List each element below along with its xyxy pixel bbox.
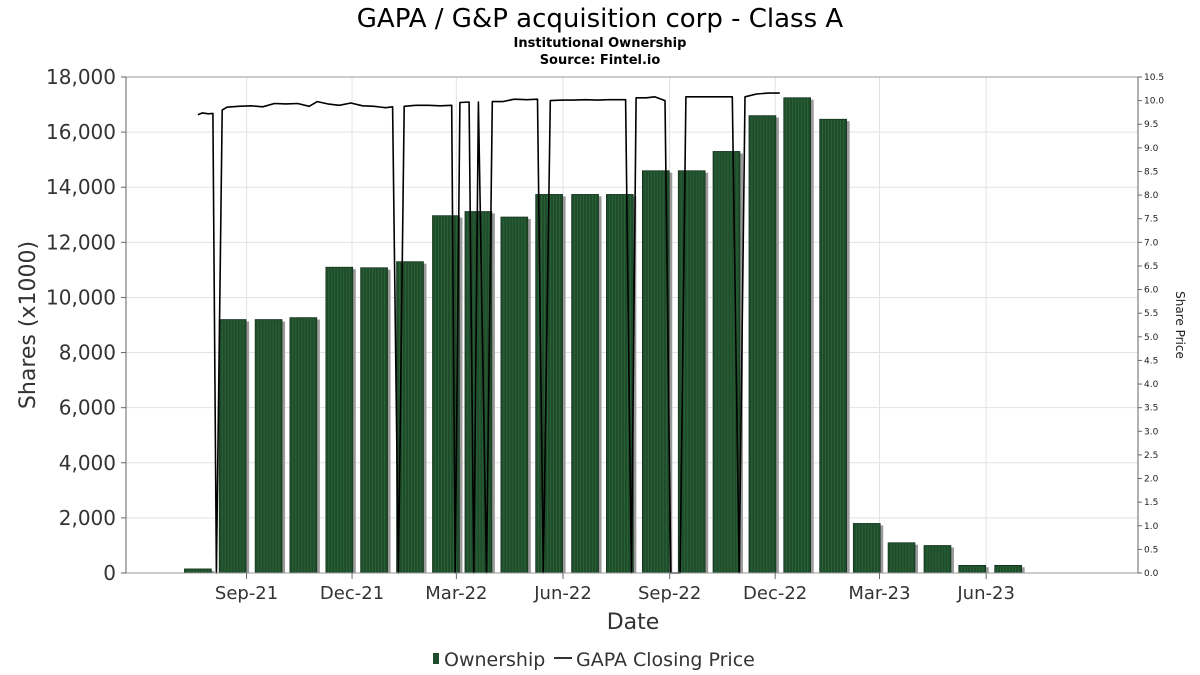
bar-body [325,266,354,574]
bar-body [958,564,987,574]
ownership-bar [289,317,320,574]
ownership-bar [994,564,1025,574]
y2-tick-label: 3.5 [1144,404,1158,414]
ownership-bar [748,115,779,574]
chart-subtitle: Institutional Ownership [514,36,687,51]
y2-tick-label: 3.0 [1144,427,1159,437]
y2-tick-label: 9.5 [1144,120,1158,130]
legend-ownership-label: Ownership [444,649,545,671]
bar-body [748,115,777,574]
chart-title: GAPA / G&P acquisition corp - Class A [357,4,844,34]
y2-tick-label: 1.5 [1144,498,1158,508]
legend: Ownership GAPA Closing Price [433,649,755,671]
bar-body [289,317,318,574]
y-tick-label: 8,000 [59,341,116,365]
ownership-bar [887,542,919,574]
x-axis-label: Date [607,610,660,635]
legend-ownership-swatch [433,653,439,664]
y-tick-label: 2,000 [59,506,116,530]
ownership-bar [325,266,356,574]
ownership-bar [254,319,286,574]
y-tick-label: 4,000 [59,451,116,475]
ownership-bar [606,194,637,574]
y2-tick-label: 4.0 [1144,380,1159,390]
ownership-bar [360,267,391,574]
y-tick-label: 0 [103,561,116,585]
bar-body [218,319,247,574]
y-tick-label: 12,000 [46,230,116,254]
bar-body [360,267,388,574]
y-tick-label: 16,000 [46,120,116,144]
y-tick-label: 10,000 [46,285,116,309]
ownership-bar [184,568,215,574]
x-tick-label: Sep-21 [215,583,278,604]
x-tick-label: Jun-22 [533,583,592,604]
y2-axis-ticks: 0.0 0.5 1.0 1.5 2.0 2.5 3.0 3.5 4.0 4.5 5.0 5.5 6.0 6… [1138,73,1164,579]
bar-body [712,151,741,574]
y2-tick-label: 7.0 [1144,238,1159,248]
y2-tick-label: 0.0 [1144,569,1159,579]
y2-tick-label: 9.0 [1144,144,1159,154]
x-tick-label: Dec-21 [320,583,384,604]
bar-body [571,194,599,574]
ownership-bar [852,523,884,574]
price-line-layer [197,92,780,574]
ownership-bar [923,545,954,574]
y2-tick-label: 2.5 [1144,451,1158,461]
y-tick-label: 14,000 [46,175,116,199]
y2-tick-label: 8.5 [1144,167,1158,177]
x-tick-label: Mar-23 [848,583,910,604]
y-axis-label: Shares (x1000) [16,241,41,409]
ownership-bar [783,97,814,574]
bar-body [500,216,529,574]
y2-tick-label: 10.5 [1144,73,1164,83]
y2-tick-label: 0.5 [1144,545,1158,555]
price-line [197,92,780,574]
chart-source: Source: Fintel.io [540,53,661,68]
legend-price-label: GAPA Closing Price [576,649,755,671]
y-axis-ticks: 0 2,000 4,000 6,000 8,000 10,000 12,000 14,000 1… [46,65,126,585]
bar-body [184,568,212,574]
ownership-bar [641,170,673,574]
bar-body [852,523,881,574]
ownership-bar [819,118,850,574]
bar-body [641,170,670,574]
ownership-bar [396,261,427,574]
ownership-bars [184,97,1025,574]
y2-tick-label: 10.0 [1144,97,1164,107]
bar-body [887,542,916,574]
x-tick-label: Mar-22 [425,583,487,604]
bar-body [923,545,952,574]
ownership-bar [571,194,602,574]
bar-body [994,564,1022,574]
y2-axis-label: Share Price [1173,291,1187,359]
ownership-bar [500,216,531,574]
bar-body [783,97,811,574]
x-tick-label: Jun-23 [956,583,1015,604]
x-tick-label: Dec-22 [743,583,807,604]
ownership-bar [218,319,250,574]
y-tick-label: 6,000 [59,396,116,420]
bar-body [254,319,283,574]
y2-tick-label: 1.0 [1144,522,1159,532]
bar-body [819,118,847,574]
ownership-bar [958,564,989,574]
y-tick-label: 18,000 [46,65,116,89]
x-axis-ticks: Sep-21 Dec-21 Mar-22 Jun-22 Sep-22 Dec-22 Mar-… [215,573,1015,604]
y2-tick-label: 4.5 [1144,356,1158,366]
y2-tick-label: 6.0 [1144,286,1159,296]
y2-tick-label: 8.0 [1144,191,1159,201]
ownership-bar [432,215,463,574]
y2-tick-label: 2.0 [1144,475,1159,485]
y2-tick-label: 5.5 [1144,309,1158,319]
x-tick-label: Sep-22 [638,583,701,604]
y2-tick-label: 7.5 [1144,215,1158,225]
y2-tick-label: 6.5 [1144,262,1158,272]
y2-tick-label: 5.0 [1144,333,1159,343]
